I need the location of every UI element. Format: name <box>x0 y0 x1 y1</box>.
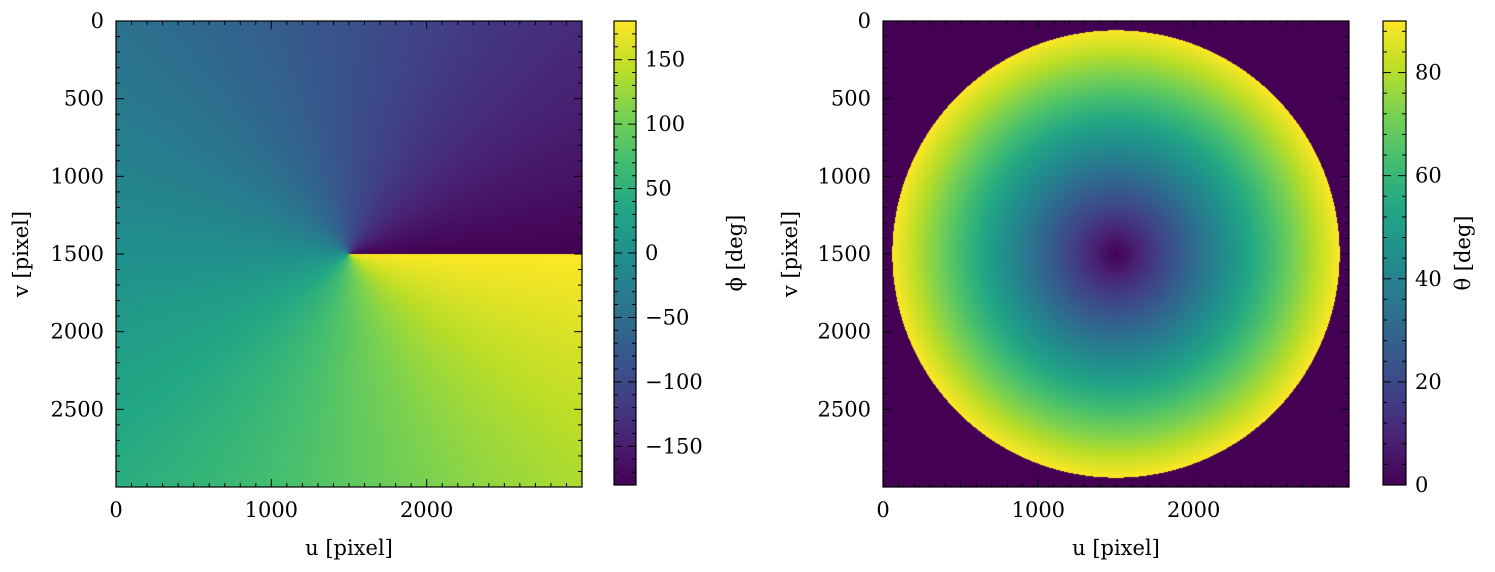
colorbar-tick-label: 20 <box>1415 370 1442 394</box>
x-axis-label: u [pixel] <box>305 536 393 560</box>
colorbar-tick-label: 150 <box>645 48 685 72</box>
colorbar-tick-label: −50 <box>645 305 689 329</box>
colorbar-tick-label: 80 <box>1415 61 1442 85</box>
y-tick-label: 1500 <box>818 242 871 266</box>
colorbar: −150 −100 −50 0 50 100 150 ϕ [deg] <box>613 20 747 486</box>
colorbar-tick-label: 0 <box>645 241 658 265</box>
y-tick-label: 0 <box>858 9 871 33</box>
x-tick-label: 2000 <box>1167 498 1220 522</box>
y-axis-label: v [pixel] <box>778 211 802 298</box>
colorbar-gradient <box>614 21 636 485</box>
y-tick-label: 2500 <box>51 397 104 421</box>
colorbar-tick-label: 50 <box>645 177 672 201</box>
heatmap-panel-2: 0 1000 2000 0 500 1000 1500 2000 2500 u [pixel] v … <box>778 9 1475 560</box>
y-tick-label: 2000 <box>818 320 871 344</box>
colorbar-tick-label: −150 <box>645 434 703 458</box>
heatmap-image <box>883 21 1349 487</box>
y-tick-label: 1000 <box>818 164 871 188</box>
y-tick-label: 500 <box>64 87 104 111</box>
colorbar: 0 20 40 60 80 θ [deg] <box>1382 20 1475 497</box>
y-tick-label: 2000 <box>51 320 104 344</box>
x-tick-label: 2000 <box>400 498 453 522</box>
y-tick-label: 0 <box>91 9 104 33</box>
y-tick-label: 500 <box>831 87 871 111</box>
y-tick-label: 1000 <box>51 164 104 188</box>
x-axis-label: u [pixel] <box>1072 536 1160 560</box>
colorbar-tick-label: 0 <box>1415 473 1428 497</box>
y-axis-label: v [pixel] <box>9 211 33 298</box>
y-tick-label: 2500 <box>818 397 871 421</box>
colorbar-gradient <box>1383 21 1406 485</box>
colorbar-tick-label: 40 <box>1415 267 1442 291</box>
colorbar-label: ϕ [deg] <box>723 215 747 292</box>
heatmap-image <box>116 21 582 487</box>
x-tick-label: 1000 <box>1012 498 1065 522</box>
x-tick-label: 1000 <box>245 498 298 522</box>
colorbar-label: θ [deg] <box>1451 215 1475 290</box>
x-tick-label: 0 <box>876 498 889 522</box>
colorbar-tick-label: −100 <box>645 370 703 394</box>
colorbar-frame <box>1382 20 1407 486</box>
y-tick-label: 1500 <box>51 242 104 266</box>
colorbar-tick-label: 100 <box>645 112 685 136</box>
x-tick-label: 0 <box>109 498 122 522</box>
colorbar-tick-label: 60 <box>1415 164 1442 188</box>
